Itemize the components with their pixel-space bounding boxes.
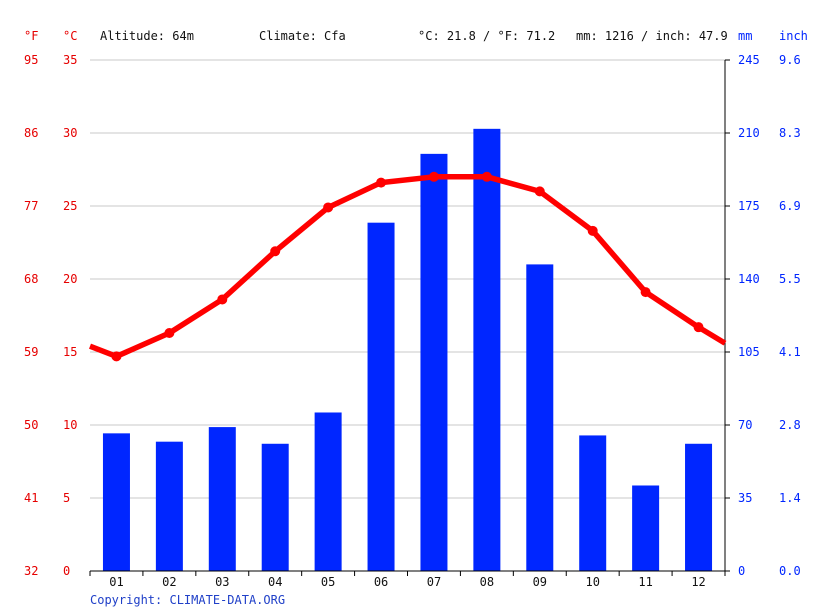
precipitation-bar <box>314 412 342 571</box>
fahrenheit-tick-label: 86 <box>24 126 38 140</box>
month-tick-label: 01 <box>109 575 123 589</box>
climate-label: Climate: Cfa <box>259 29 346 43</box>
inch-tick-label: 1.4 <box>779 491 801 505</box>
celsius-tick-label: 15 <box>63 345 77 359</box>
inch-tick-label: 9.6 <box>779 53 801 67</box>
celsius-tick-label: 30 <box>63 126 77 140</box>
altitude-label: Altitude: 64m <box>100 29 194 43</box>
month-tick-label: 10 <box>585 575 599 589</box>
month-tick-label: 11 <box>638 575 652 589</box>
fahrenheit-unit-label: °F <box>24 29 38 43</box>
temperature-point <box>693 322 704 333</box>
celsius-tick-label: 10 <box>63 418 77 432</box>
fahrenheit-tick-label: 68 <box>24 272 38 286</box>
celsius-tick-label: 35 <box>63 53 77 67</box>
mm-tick-label: 140 <box>738 272 760 286</box>
celsius-tick-label: 0 <box>63 564 70 578</box>
mm-tick-label: 210 <box>738 126 760 140</box>
precipitation-bars <box>102 128 713 572</box>
month-tick-label: 09 <box>533 575 547 589</box>
inch-tick-label: 5.5 <box>779 272 801 286</box>
month-tick-label: 12 <box>691 575 705 589</box>
precipitation-bar <box>261 443 289 571</box>
fahrenheit-tick-label: 32 <box>24 564 38 578</box>
temperature-point <box>217 294 228 305</box>
mm-tick-label: 35 <box>738 491 752 505</box>
precipitation-bar <box>685 443 713 571</box>
tick-labels: 01 02 03 04 05 06 07 08 09 10 11 12 32 0 0 0.0 41 5 35 1.4 5… <box>24 53 801 589</box>
temperature-average-label: °C: 21.8 / °F: 71.2 <box>418 29 555 43</box>
temperature-point <box>376 177 387 188</box>
temperature-point <box>270 246 281 257</box>
month-tick-label: 02 <box>162 575 176 589</box>
temperature-point <box>164 328 175 339</box>
mm-tick-label: 175 <box>738 199 760 213</box>
axes <box>89 59 730 576</box>
temperature-point <box>428 171 439 182</box>
month-tick-label: 05 <box>321 575 335 589</box>
celsius-tick-label: 25 <box>63 199 77 213</box>
precipitation-bar <box>526 264 554 571</box>
fahrenheit-tick-label: 95 <box>24 53 38 67</box>
mm-unit-label: mm <box>738 29 752 43</box>
precipitation-total-label: mm: 1216 / inch: 47.9 <box>576 29 728 43</box>
inch-tick-label: 0.0 <box>779 564 801 578</box>
temperature-line-group <box>89 171 727 362</box>
fahrenheit-tick-label: 59 <box>24 345 38 359</box>
mm-tick-label: 70 <box>738 418 752 432</box>
month-tick-label: 04 <box>268 575 282 589</box>
month-tick-label: 08 <box>480 575 494 589</box>
gridlines <box>90 59 725 499</box>
temperature-point <box>111 351 122 362</box>
precipitation-bar <box>367 222 395 571</box>
temperature-line <box>89 174 727 360</box>
celsius-unit-label: °C <box>63 29 77 43</box>
temperature-point <box>481 171 492 182</box>
precipitation-bar <box>473 128 501 572</box>
inch-tick-label: 8.3 <box>779 126 801 140</box>
mm-tick-label: 0 <box>738 564 745 578</box>
temperature-point <box>640 287 651 298</box>
temperature-point <box>587 225 598 236</box>
month-tick-label: 06 <box>374 575 388 589</box>
precipitation-bar <box>632 485 660 571</box>
celsius-tick-label: 20 <box>63 272 77 286</box>
precipitation-bar <box>579 435 607 571</box>
inch-tick-label: 6.9 <box>779 199 801 213</box>
celsius-tick-label: 5 <box>63 491 70 505</box>
fahrenheit-tick-label: 50 <box>24 418 38 432</box>
inch-tick-label: 2.8 <box>779 418 801 432</box>
precipitation-bar <box>208 427 236 571</box>
mm-tick-label: 105 <box>738 345 760 359</box>
precipitation-bar <box>102 433 130 571</box>
mm-tick-label: 245 <box>738 53 760 67</box>
month-tick-label: 07 <box>427 575 441 589</box>
copyright-label: Copyright: CLIMATE-DATA.ORG <box>90 593 285 607</box>
precipitation-bar <box>420 153 448 571</box>
month-tick-label: 03 <box>215 575 229 589</box>
precipitation-bar <box>155 441 183 571</box>
temperature-point <box>323 202 334 213</box>
temperature-point <box>534 186 545 197</box>
inch-tick-label: 4.1 <box>779 345 801 359</box>
inch-unit-label: inch <box>779 29 808 43</box>
fahrenheit-tick-label: 77 <box>24 199 38 213</box>
fahrenheit-tick-label: 41 <box>24 491 38 505</box>
